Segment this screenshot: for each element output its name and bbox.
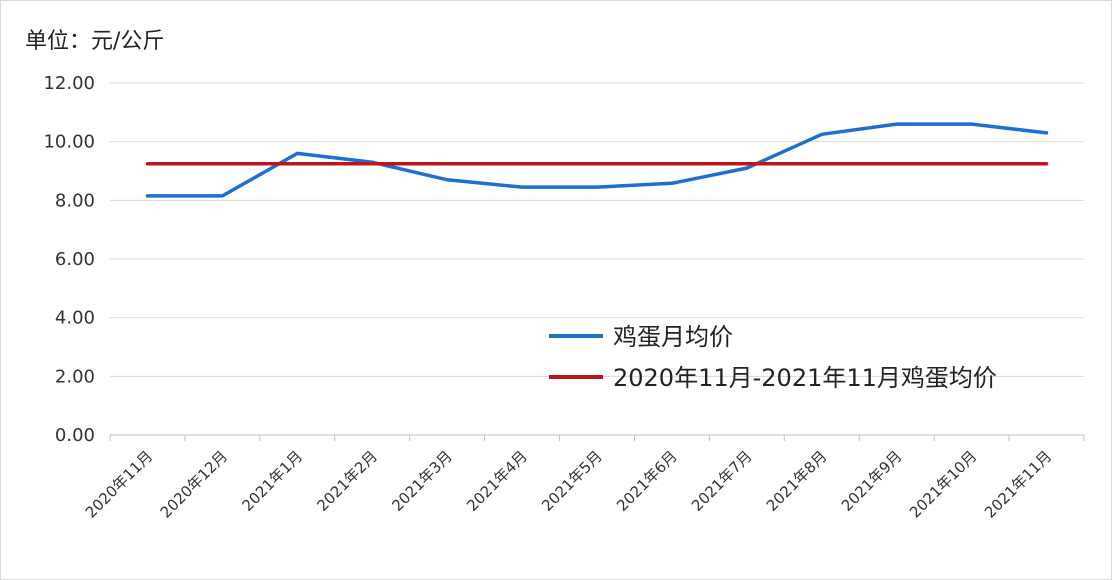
x-tick-label: 2021年6月 xyxy=(613,447,681,515)
x-tick-label: 2020年11月 xyxy=(82,447,156,521)
y-tick-label: 12.00 xyxy=(43,73,95,94)
y-tick-label: 0.00 xyxy=(55,425,95,446)
x-tick-label: 2021年1月 xyxy=(238,447,306,515)
x-tick-label: 2021年9月 xyxy=(838,447,906,515)
grid-lines xyxy=(110,82,1084,377)
x-tick-label: 2021年10月 xyxy=(906,447,980,521)
y-tick-label: 8.00 xyxy=(55,190,95,211)
x-tick-label: 2021年3月 xyxy=(388,447,456,515)
y-tick-label: 2.00 xyxy=(55,366,95,387)
x-tick-label: 2021年4月 xyxy=(463,447,531,515)
y-tick-label: 4.00 xyxy=(55,308,95,329)
y-tick-label: 10.00 xyxy=(43,132,95,153)
x-tick-label: 2021年11月 xyxy=(981,447,1055,521)
y-axis-unit-label: 单位：元/公斤 xyxy=(25,29,165,54)
legend: 鸡蛋月均价 2020年11月-2021年11月鸡蛋均价 xyxy=(549,323,997,392)
x-tick-label: 2020年12月 xyxy=(157,447,231,521)
x-tick-label: 2021年8月 xyxy=(763,447,831,515)
x-tick-label: 2021年7月 xyxy=(688,447,756,515)
series-line-egg-monthly-price xyxy=(145,122,1049,198)
legend-label: 2020年11月-2021年11月鸡蛋均价 xyxy=(613,364,997,392)
legend-label: 鸡蛋月均价 xyxy=(613,323,733,351)
y-tick-label: 6.00 xyxy=(55,249,95,270)
series-lines xyxy=(145,122,1049,198)
x-tick-label: 2021年2月 xyxy=(313,447,381,515)
x-tick-label: 2021年5月 xyxy=(538,447,606,515)
